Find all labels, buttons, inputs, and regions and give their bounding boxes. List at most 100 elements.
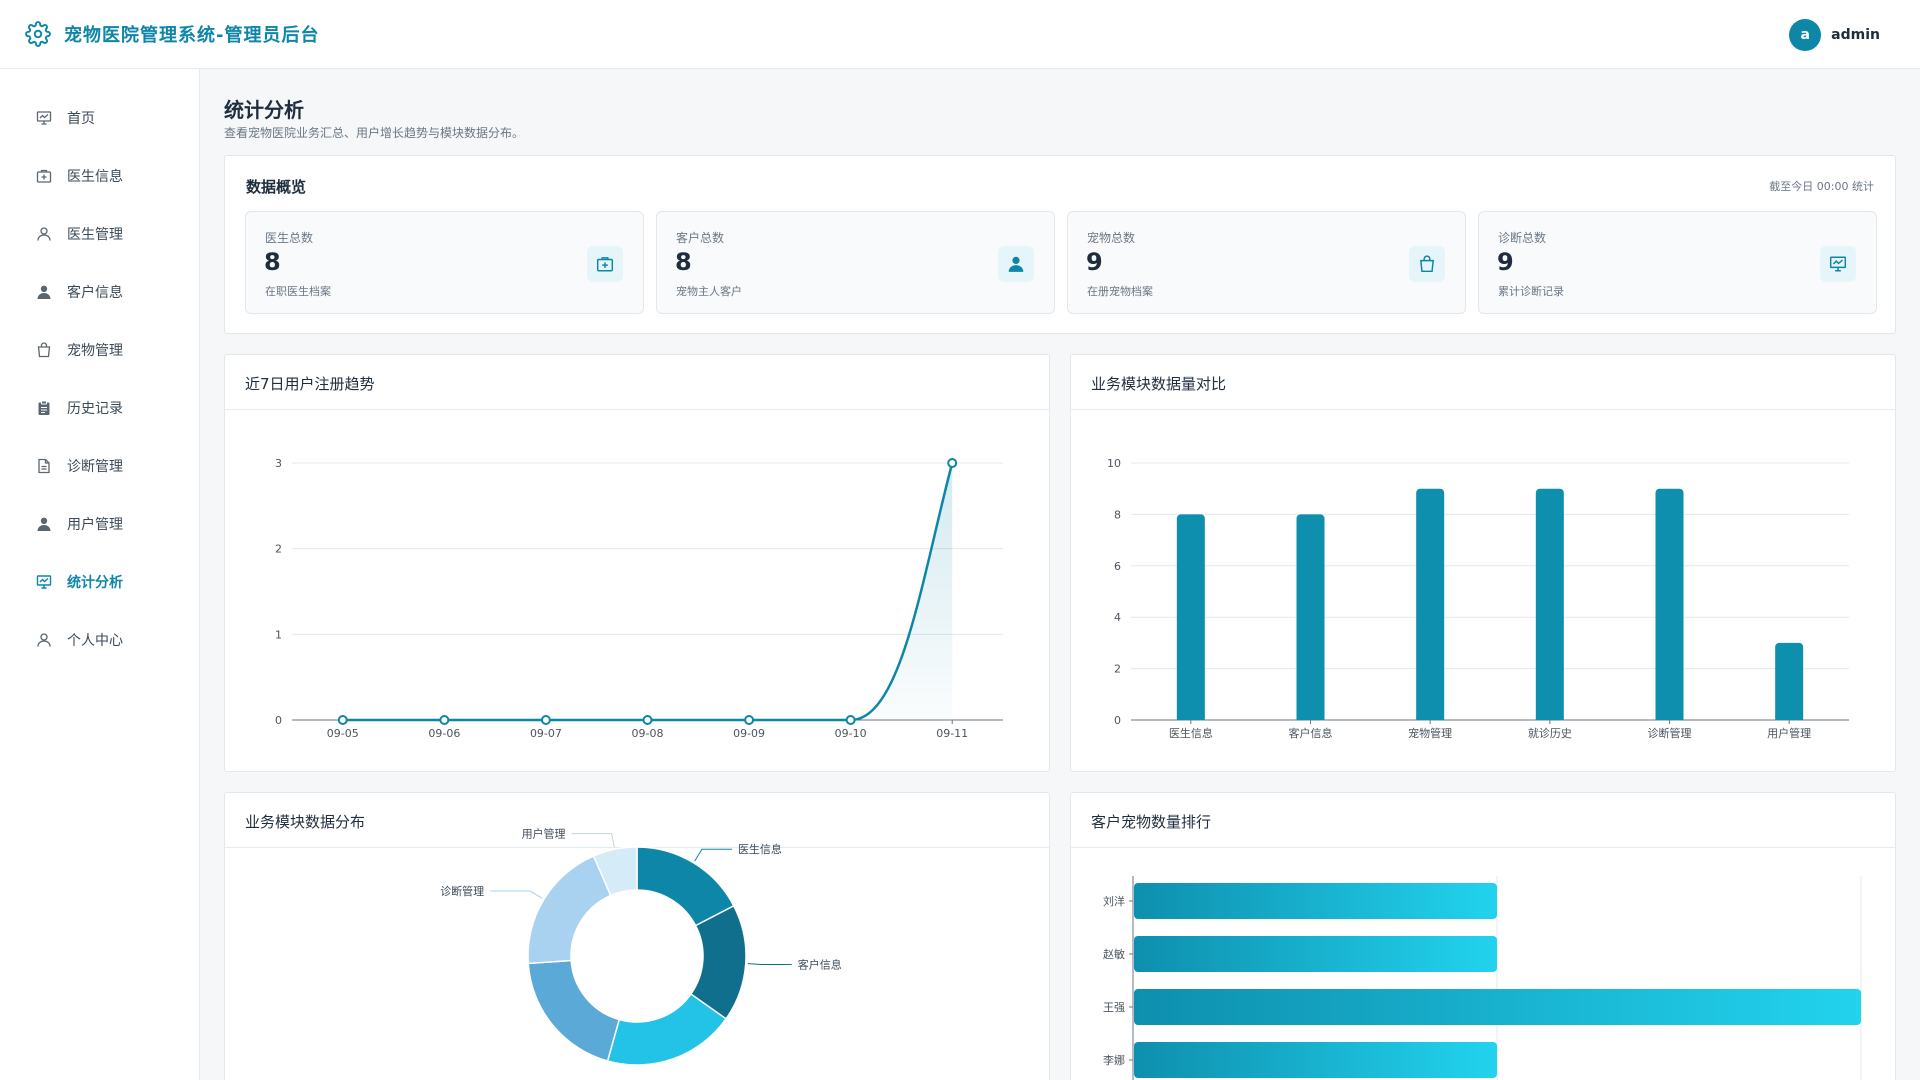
y-tick-label: 6 xyxy=(1114,560,1121,573)
panel-title: 业务模块数据分布 xyxy=(245,813,366,831)
x-tick-label: 09-10 xyxy=(835,727,867,740)
presentation-board-icon xyxy=(36,110,52,126)
stat-value: 9 xyxy=(1497,248,1514,276)
y-tick-label: 0 xyxy=(1114,714,1121,727)
medical-kit-icon xyxy=(587,246,623,282)
user-filled-icon xyxy=(36,516,52,532)
y-tick-label: 赵敏 xyxy=(1103,947,1125,961)
stat-value: 8 xyxy=(264,248,281,276)
top-bar: 宠物医院管理系统-管理员后台 a admin xyxy=(0,0,1920,69)
sidebar-item-user-management[interactable]: 用户管理 xyxy=(0,495,199,553)
sidebar-item-profile[interactable]: 个人中心 xyxy=(0,611,199,669)
stat-subtitle: 在职医生档案 xyxy=(265,285,331,298)
bar xyxy=(1134,1042,1497,1078)
x-tick-label: 09-11 xyxy=(936,727,968,740)
stat-subtitle: 在册宠物档案 xyxy=(1087,285,1153,298)
stat-value: 9 xyxy=(1086,248,1103,276)
bar xyxy=(1134,936,1497,972)
y-tick-label: 2 xyxy=(1114,663,1121,676)
user-outline-icon xyxy=(36,226,52,242)
stat-card-diagnoses[interactable]: 诊断总数 9 累计诊断记录 xyxy=(1478,211,1877,314)
data-point xyxy=(947,458,958,468)
bar-base xyxy=(1655,716,1684,720)
divider xyxy=(1071,847,1895,848)
bar xyxy=(1176,514,1205,720)
stat-subtitle: 累计诊断记录 xyxy=(1498,285,1564,298)
sidebar: 首页 医生信息 医生管理 客户信息 宠物管理 历史记录 诊断管理 xyxy=(0,69,200,1080)
module-distribution-panel: 业务模块数据分布 医生信息 客户信息 诊断管理 用户管理 xyxy=(224,792,1050,1080)
stat-card-doctors[interactable]: 医生总数 8 在职医生档案 xyxy=(245,211,644,314)
y-tick-label: 8 xyxy=(1114,508,1121,521)
data-point xyxy=(744,715,755,725)
stat-label: 宠物总数 xyxy=(1087,231,1136,245)
presentation-board-icon xyxy=(1820,246,1856,282)
customer-pet-ranking-panel: 客户宠物数量排行 刘洋 赵敏 王强 李娜 xyxy=(1070,792,1896,1080)
sidebar-item-label: 客户信息 xyxy=(67,285,123,301)
sidebar-item-label: 用户管理 xyxy=(67,517,123,533)
y-tick-label: 0 xyxy=(275,714,282,727)
bar xyxy=(1134,883,1497,919)
series-area xyxy=(342,463,953,720)
sidebar-item-customer-info[interactable]: 客户信息 xyxy=(0,263,199,321)
x-tick-label: 医生信息 xyxy=(1169,726,1213,740)
sidebar-item-label: 统计分析 xyxy=(67,575,123,591)
slice-label: 医生信息 xyxy=(738,842,782,856)
sidebar-item-home[interactable]: 首页 xyxy=(0,89,199,147)
stat-subtitle: 宠物主人客户 xyxy=(676,285,742,298)
sidebar-item-statistics[interactable]: 统计分析 xyxy=(0,553,199,611)
bar xyxy=(1134,989,1861,1025)
bar xyxy=(1535,488,1564,720)
page-description: 查看宠物医院业务汇总、用户增长趋势与模块数据分布。 xyxy=(224,126,525,140)
data-point xyxy=(845,715,856,725)
sidebar-item-label: 首页 xyxy=(67,111,95,127)
gear-icon xyxy=(24,20,52,48)
y-tick-label: 2 xyxy=(275,543,282,556)
y-tick-label: 3 xyxy=(275,457,282,470)
sidebar-item-history[interactable]: 历史记录 xyxy=(0,379,199,437)
x-tick-label: 09-08 xyxy=(632,727,664,740)
shopping-bag-icon xyxy=(36,342,52,358)
sidebar-item-label: 个人中心 xyxy=(67,633,123,649)
label-leader-line xyxy=(571,833,615,848)
user-menu[interactable]: a admin xyxy=(1789,19,1880,51)
sidebar-item-doctor-management[interactable]: 医生管理 xyxy=(0,205,199,263)
username[interactable]: admin xyxy=(1831,27,1880,43)
bar xyxy=(1416,488,1445,720)
sidebar-item-label: 医生信息 xyxy=(67,169,123,185)
x-tick-label: 客户信息 xyxy=(1289,726,1333,740)
user-outline-icon xyxy=(36,632,52,648)
overview-title: 数据概览 xyxy=(246,178,307,196)
bar xyxy=(1296,514,1325,720)
sidebar-item-label: 诊断管理 xyxy=(67,459,123,475)
slice-label: 诊断管理 xyxy=(440,884,484,898)
stat-card-customers[interactable]: 客户总数 8 宠物主人客户 xyxy=(656,211,1055,314)
x-tick-label: 就诊历史 xyxy=(1528,726,1572,740)
avatar[interactable]: a xyxy=(1789,19,1822,51)
slice-label: 客户信息 xyxy=(798,958,842,972)
data-point xyxy=(642,715,653,725)
sidebar-item-label: 医生管理 xyxy=(67,227,123,243)
clipboard-icon xyxy=(36,400,52,416)
label-leader-line xyxy=(747,963,792,966)
brand[interactable]: 宠物医院管理系统-管理员后台 xyxy=(24,20,319,48)
stat-label: 客户总数 xyxy=(676,231,725,245)
x-tick-label: 用户管理 xyxy=(1767,726,1811,740)
user-filled-icon xyxy=(998,246,1034,282)
registration-trend-panel: 近7日用户注册趋势 0 1 2 3 09-05 09-06 09-07 09-08 09-09 0… xyxy=(224,354,1050,772)
y-tick-label: 刘洋 xyxy=(1103,894,1125,908)
shopping-bag-icon xyxy=(1409,246,1445,282)
x-tick-label: 诊断管理 xyxy=(1648,726,1692,740)
x-tick-label: 宠物管理 xyxy=(1408,726,1452,740)
medical-kit-icon xyxy=(36,168,52,184)
bar-chart: 0 2 4 6 8 10 医生信息 客户信息 宠物管理 就诊历史 诊断管理 用户管理 xyxy=(1107,457,1849,740)
stat-card-pets[interactable]: 宠物总数 9 在册宠物档案 xyxy=(1067,211,1466,314)
panel-title: 近7日用户注册趋势 xyxy=(245,375,375,393)
bar xyxy=(1655,488,1684,720)
sidebar-item-doctor-info[interactable]: 医生信息 xyxy=(0,147,199,205)
x-tick-label: 09-09 xyxy=(733,727,765,740)
sidebar-item-diagnosis[interactable]: 诊断管理 xyxy=(0,437,199,495)
bar-base xyxy=(1176,716,1205,720)
sidebar-item-pet-management[interactable]: 宠物管理 xyxy=(0,321,199,379)
user-filled-icon xyxy=(36,284,52,300)
